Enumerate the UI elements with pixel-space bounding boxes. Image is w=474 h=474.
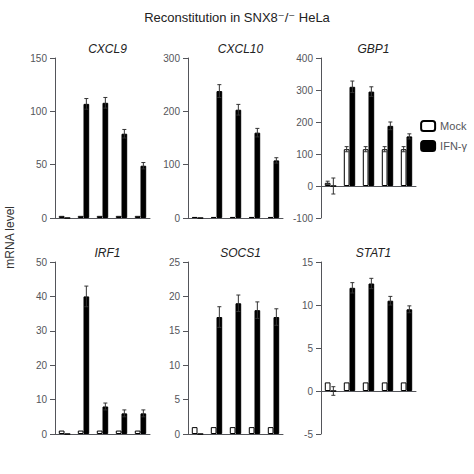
svg-text:IRF1: IRF1 [94,246,120,260]
svg-text:5: 5 [174,394,180,405]
svg-text:0: 0 [174,429,180,440]
svg-text:400: 400 [296,53,313,64]
svg-text:25: 25 [169,257,181,268]
svg-text:40: 40 [36,291,48,302]
svg-text:-100: -100 [293,213,313,224]
svg-text:20: 20 [36,360,48,371]
svg-text:50: 50 [36,257,48,268]
svg-text:CXCL9: CXCL9 [88,42,127,56]
svg-text:200: 200 [163,106,180,117]
svg-text:100: 100 [296,149,313,160]
svg-text:150: 150 [30,53,47,64]
svg-text:10: 10 [302,300,314,311]
svg-text:50: 50 [36,159,48,170]
svg-text:300: 300 [296,85,313,96]
svg-text:IFN-γ: IFN-γ [440,140,467,152]
svg-text:GBP1: GBP1 [357,42,389,56]
svg-text:SOCS1: SOCS1 [220,246,261,260]
svg-text:0: 0 [307,181,313,192]
svg-text:10: 10 [36,394,48,405]
svg-text:15: 15 [169,325,181,336]
svg-text:100: 100 [30,106,47,117]
svg-text:-5: -5 [304,429,313,440]
svg-text:20: 20 [169,291,181,302]
svg-text:0: 0 [307,386,313,397]
svg-text:200: 200 [296,117,313,128]
svg-text:300: 300 [163,53,180,64]
svg-text:0: 0 [41,213,47,224]
svg-text:Reconstitution in SNX8⁻/⁻ HeLa: Reconstitution in SNX8⁻/⁻ HeLa [144,10,330,25]
svg-text:15: 15 [302,257,314,268]
svg-text:Mock: Mock [440,120,467,132]
svg-text:100: 100 [163,159,180,170]
svg-text:5: 5 [307,343,313,354]
svg-text:STAT1: STAT1 [356,246,392,260]
svg-text:30: 30 [36,325,48,336]
svg-text:mRNA level: mRNA level [3,206,17,269]
svg-text:CXCL10: CXCL10 [218,42,264,56]
svg-text:10: 10 [169,360,181,371]
svg-text:0: 0 [174,213,180,224]
svg-text:0: 0 [41,429,47,440]
